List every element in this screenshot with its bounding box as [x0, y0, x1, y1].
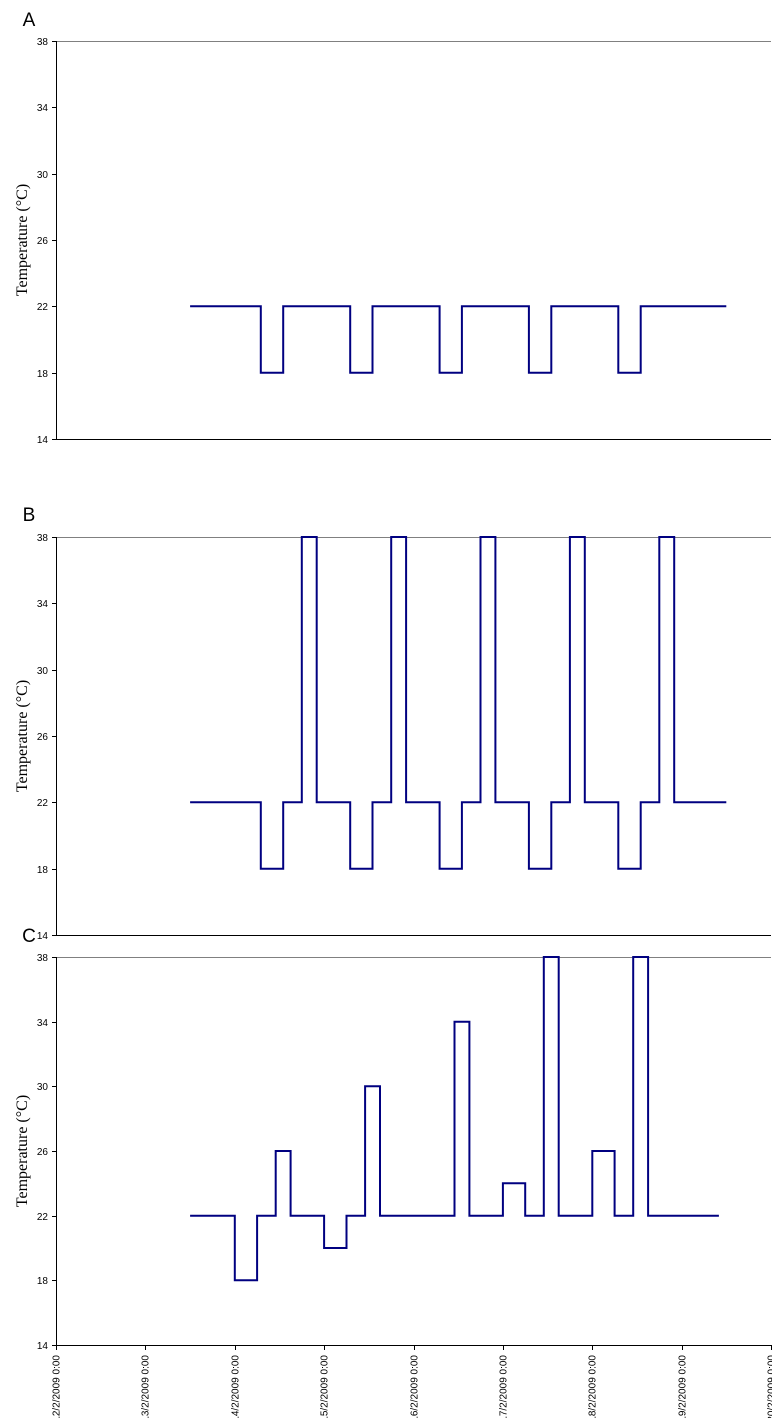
y-tick-label: 38 [37, 533, 49, 544]
panel-title: A [23, 10, 36, 31]
y-tick-label: 26 [37, 1147, 49, 1158]
y-tick-label: 14 [37, 931, 49, 942]
x-tick-label: Wed/18/2/2009 0:00 [588, 1355, 599, 1418]
y-axis-label: Temperature (°C) [14, 680, 31, 792]
y-tick-label: 30 [37, 1082, 49, 1093]
y-tick-label: 14 [37, 1341, 49, 1352]
panel-title: C [22, 926, 36, 947]
x-tick-label: Mon/16/2/2009 0:00 [410, 1355, 421, 1418]
x-tick-label: Thu/12/2/2009 0:00 [52, 1355, 63, 1418]
y-tick-label: 26 [37, 732, 49, 743]
y-tick-label: 18 [37, 1276, 49, 1287]
y-tick-label: 18 [37, 865, 49, 876]
y-tick-label: 38 [37, 37, 49, 48]
y-tick-label: 22 [37, 798, 49, 809]
series-line [190, 956, 719, 1282]
y-tick-label: 34 [37, 599, 49, 610]
y-tick-label: 38 [37, 953, 49, 964]
x-tick-label: Sun/15/2/2009 0:00 [320, 1355, 331, 1418]
y-tick-label: 34 [37, 103, 49, 114]
y-tick-label: 22 [37, 1212, 49, 1223]
series-line [190, 536, 727, 870]
y-tick-label: 30 [37, 666, 49, 677]
x-tick-label: Fri/20/2/2009 0:00 [767, 1355, 772, 1418]
y-tick-label: 14 [37, 435, 49, 446]
x-tick-label: Tue/17/2/2009 0:00 [499, 1355, 510, 1418]
y-tick-label: 34 [37, 1018, 49, 1029]
series-line [190, 305, 727, 374]
y-axis-label: Temperature (°C) [14, 1095, 31, 1207]
x-tick-label: Thu/19/2/2009 0:00 [678, 1355, 689, 1418]
y-tick-label: 30 [37, 170, 49, 181]
y-axis-label: Temperature (°C) [14, 184, 31, 296]
x-tick-label: Fri/13/2/2009 0:00 [141, 1355, 152, 1418]
panel-title: B [23, 505, 36, 526]
x-tick-label: Sat/14/2/2009 0:00 [231, 1355, 242, 1418]
y-tick-label: 22 [37, 302, 49, 313]
y-tick-label: 18 [37, 369, 49, 380]
y-tick-label: 26 [37, 236, 49, 247]
